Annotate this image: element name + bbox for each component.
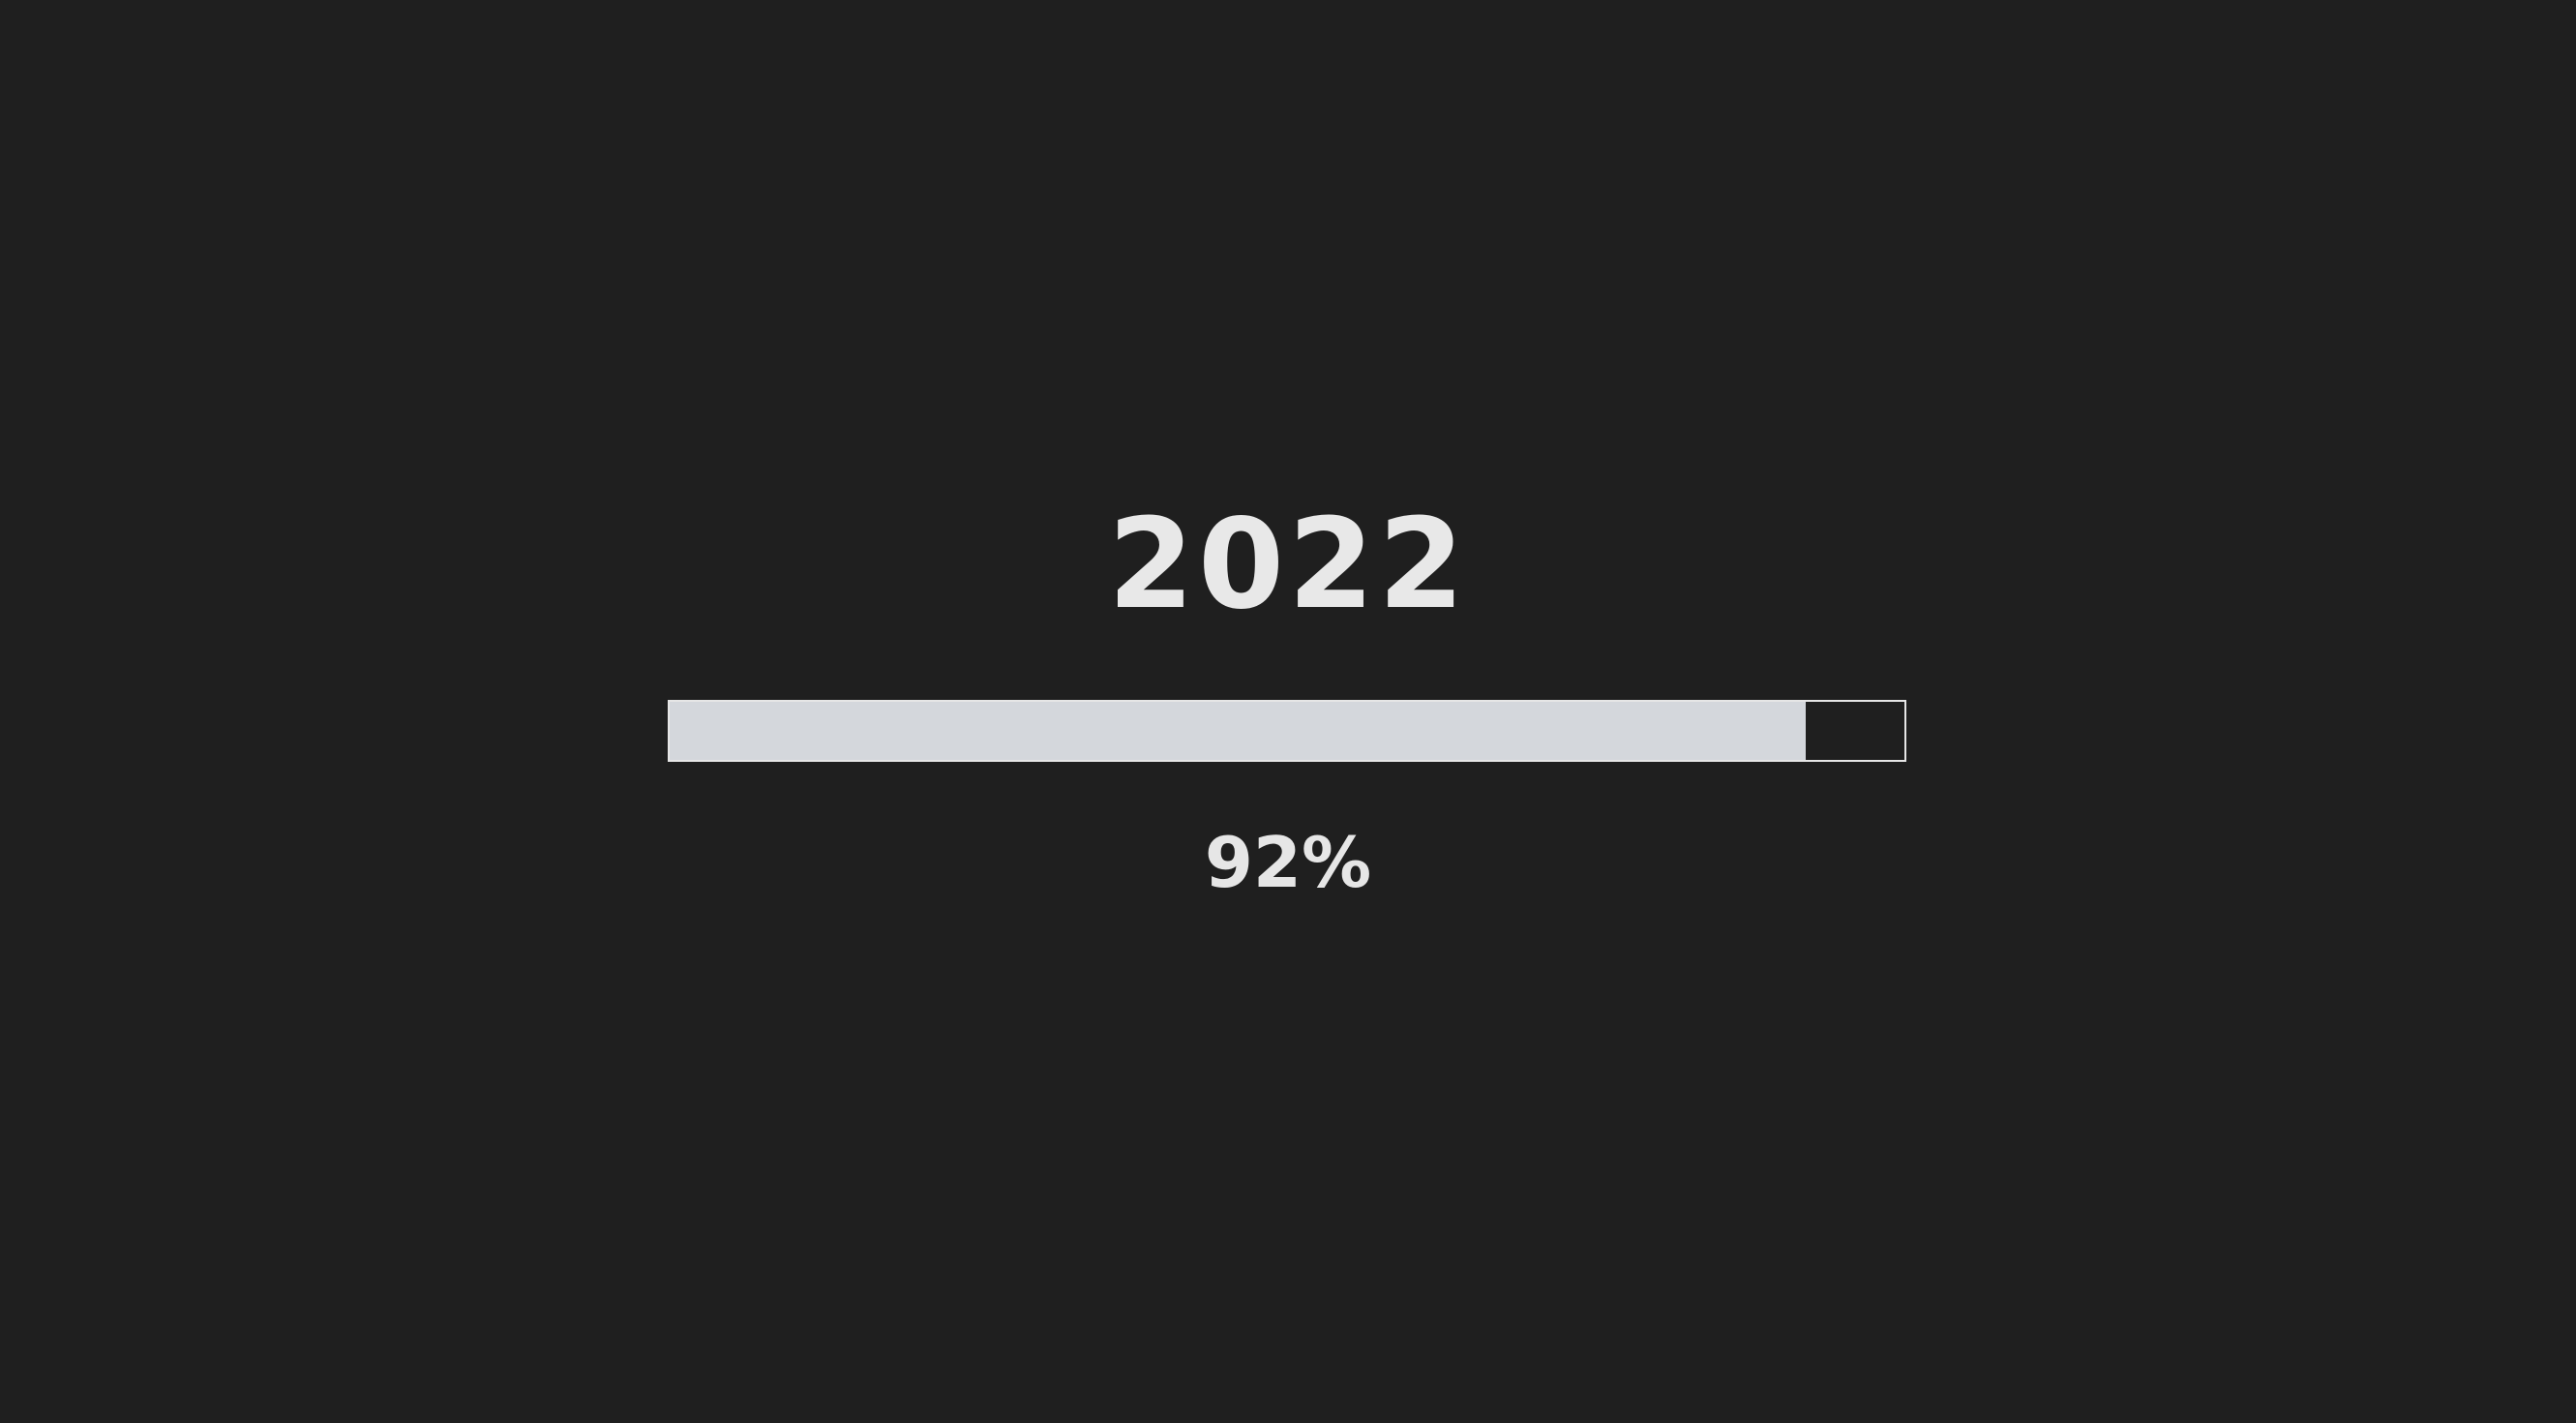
year-title: 2022 [1107,493,1469,637]
progress-percent-label: 92% [1204,822,1372,903]
progress-bar [668,700,1906,762]
progress-fill [670,702,1806,760]
